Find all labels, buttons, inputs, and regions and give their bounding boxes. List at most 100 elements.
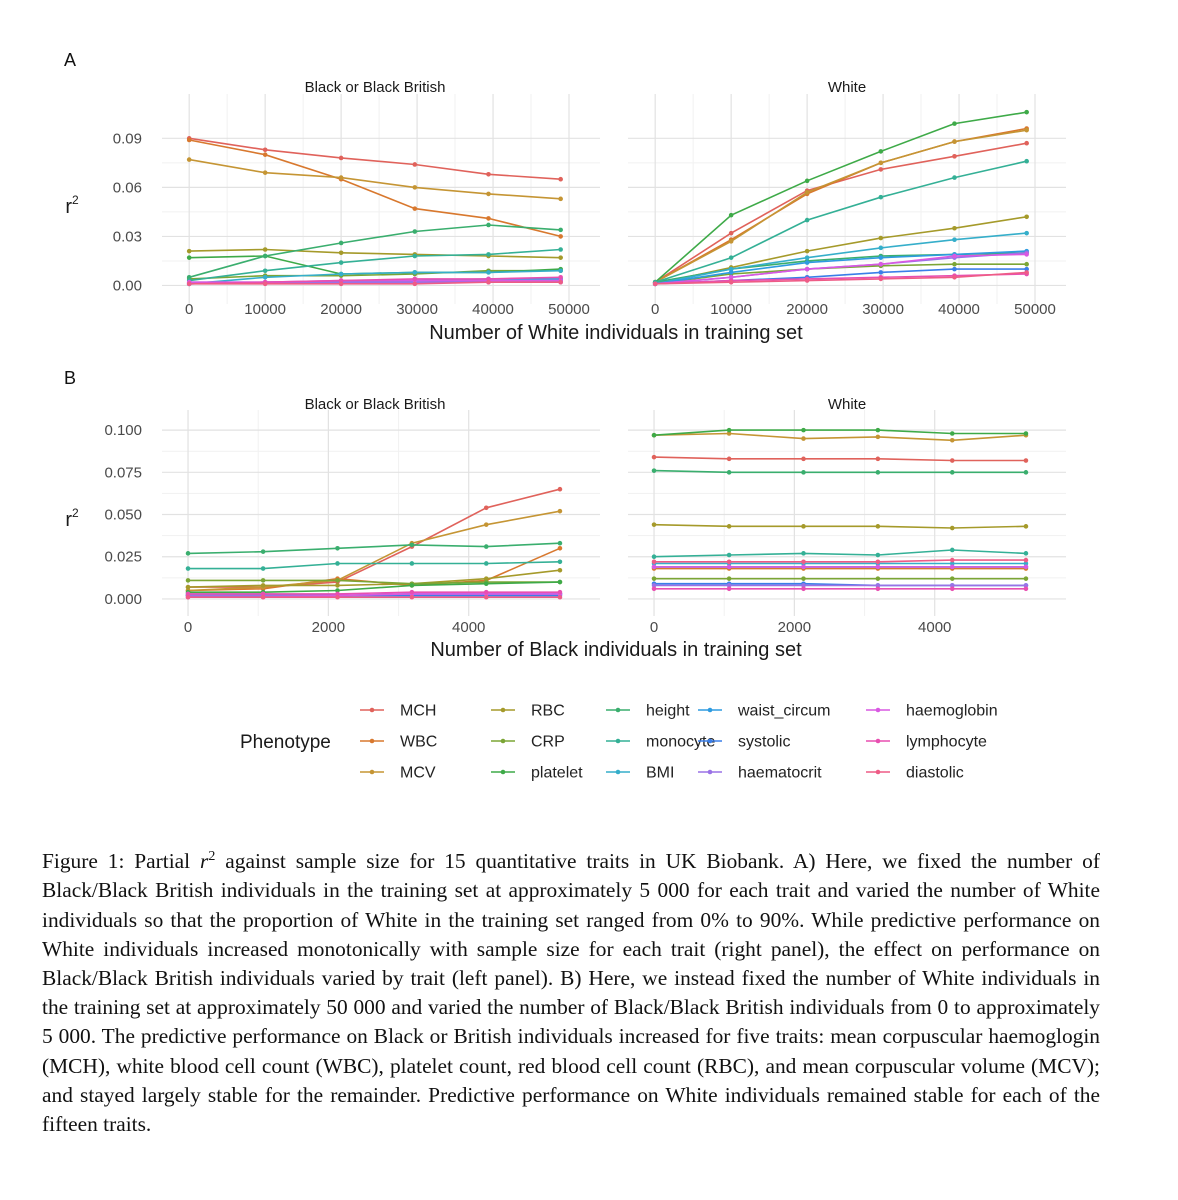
- series-line-platelet: [188, 581, 560, 594]
- legend-key-point: [707, 707, 713, 713]
- legend-key-point: [615, 707, 621, 713]
- data-point-crp: [949, 576, 955, 581]
- legend-label-lymphocyte: lymphocyte: [906, 734, 987, 751]
- data-point-rbc: [875, 524, 881, 529]
- data-point-lymphocyte: [949, 586, 955, 592]
- data-point-platelet: [875, 427, 881, 433]
- data-point-diastolic: [728, 279, 734, 285]
- series-line-monocyte: [654, 160, 1027, 283]
- legend-label-diastolic: diastolic: [906, 765, 964, 782]
- legend-label-wbc: WBC: [400, 734, 437, 751]
- legend-key-point: [707, 738, 713, 744]
- data-point-bmi: [412, 270, 418, 275]
- data-point-height: [801, 470, 806, 475]
- data-point-rbc: [1024, 214, 1029, 220]
- data-point-haemoglobin: [804, 266, 810, 272]
- data-point-crp: [875, 576, 881, 581]
- data-point-haemoglobin: [1023, 564, 1029, 570]
- data-point-platelet: [949, 431, 955, 436]
- data-point-platelet: [728, 212, 734, 218]
- data-point-mcv: [262, 170, 268, 175]
- data-point-haematocrit: [651, 583, 657, 588]
- data-point-bmi: [949, 561, 955, 566]
- legend-label-systolic: systolic: [738, 734, 790, 751]
- legend-label-platelet: platelet: [531, 765, 583, 782]
- x-tick-label: 10000: [244, 301, 286, 318]
- plot-area: [628, 94, 1066, 304]
- x-tick-label: 30000: [396, 301, 438, 318]
- data-point-mcv: [801, 436, 806, 441]
- y-tick-label: 0.025: [104, 549, 142, 566]
- data-point-monocyte: [558, 247, 563, 252]
- legend-label-mch: MCH: [400, 703, 436, 720]
- series-line-monocyte: [653, 549, 1026, 558]
- data-point-bmi: [558, 268, 563, 274]
- data-point-waist_circum: [728, 270, 734, 275]
- data-point-height: [412, 229, 418, 234]
- data-point-haemoglobin: [878, 261, 884, 267]
- data-point-mch: [1023, 458, 1029, 463]
- series-line-rbc: [655, 216, 1027, 285]
- data-point-systolic: [1024, 266, 1029, 272]
- data-point-mcv: [1024, 127, 1029, 133]
- data-point-height: [335, 545, 340, 551]
- x-tick-label: 0: [184, 619, 192, 636]
- data-point-haemoglobin: [952, 253, 957, 259]
- data-point-mch: [878, 167, 884, 172]
- data-point-bmi: [338, 271, 344, 277]
- data-point-wbc: [412, 206, 418, 211]
- legend-label-height: height: [646, 703, 690, 720]
- caption-body: against sample size for 15 quantitative …: [42, 849, 1100, 1136]
- data-point-height: [651, 468, 657, 473]
- data-point-waist_circum: [878, 255, 884, 260]
- series-line-lymphocyte: [188, 591, 560, 595]
- data-point-rbc: [1023, 524, 1029, 529]
- legend-key-point: [369, 707, 375, 713]
- data-point-platelet: [1023, 431, 1029, 436]
- data-point-monocyte: [804, 217, 810, 223]
- facet-label: Black or Black British: [305, 79, 446, 96]
- y-axis-label-base: r: [65, 509, 72, 531]
- y-tick-label: 0.050: [104, 507, 142, 524]
- data-point-crp: [952, 261, 957, 267]
- data-point-mch: [338, 155, 344, 161]
- data-point-rbc: [557, 567, 563, 573]
- data-point-platelet: [801, 427, 806, 433]
- facet-label: White: [828, 396, 866, 413]
- x-tick-label: 30000: [862, 301, 904, 318]
- data-point-wbc: [557, 545, 563, 551]
- data-point-monocyte: [878, 194, 884, 200]
- data-point-rbc: [185, 584, 191, 590]
- data-point-crp: [260, 578, 266, 583]
- data-point-mch: [801, 456, 806, 462]
- data-point-mch: [651, 454, 657, 460]
- legend-key-point: [875, 738, 881, 744]
- data-point-monocyte: [483, 561, 489, 566]
- data-point-mch: [726, 456, 732, 462]
- data-point-rbc: [186, 248, 192, 254]
- series-line-mcv: [653, 432, 1026, 442]
- data-point-monocyte: [952, 175, 957, 180]
- series-line-diastolic: [655, 271, 1027, 285]
- data-point-mch: [728, 230, 734, 236]
- data-point-haematocrit: [1023, 583, 1029, 588]
- data-point-crp: [1023, 576, 1029, 581]
- data-point-crp: [1024, 261, 1029, 267]
- legend-label-crp: CRP: [531, 734, 565, 751]
- data-point-monocyte: [185, 566, 191, 571]
- data-point-haematocrit: [726, 583, 732, 588]
- series-line-mcv: [654, 129, 1027, 283]
- series-line-diastolic: [189, 281, 561, 285]
- data-point-monocyte: [728, 255, 734, 260]
- data-point-diastolic: [652, 281, 658, 287]
- data-point-wbc: [486, 216, 491, 221]
- x-tick-label: 40000: [472, 301, 514, 318]
- legend-key-point: [707, 769, 713, 775]
- data-point-monocyte: [486, 252, 491, 257]
- data-point-monocyte: [949, 547, 955, 553]
- data-point-rbc: [804, 248, 810, 254]
- x-tick-label: 50000: [548, 301, 590, 318]
- facet-label: White: [828, 79, 866, 96]
- data-point-rbc: [651, 522, 657, 527]
- x-tick-label: 2000: [312, 619, 345, 636]
